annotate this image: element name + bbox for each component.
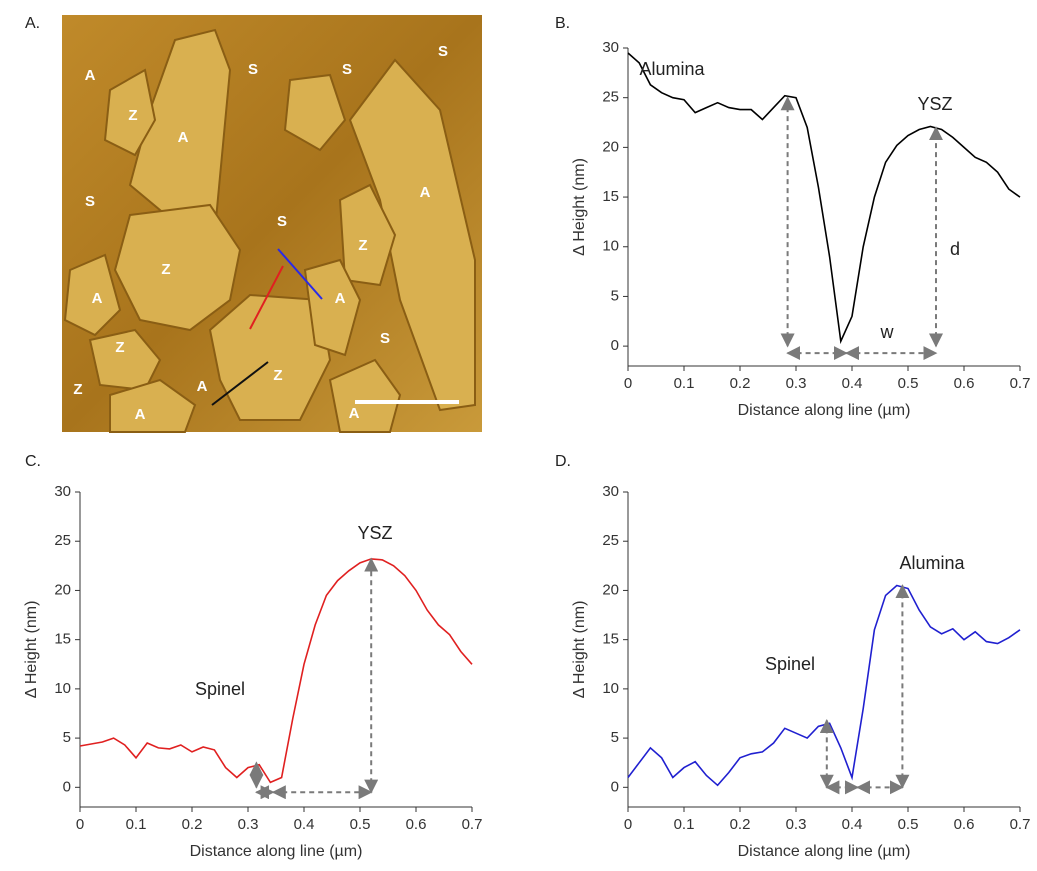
y-axis-label: Δ Height (nm) xyxy=(571,158,588,256)
y-tick-label: 20 xyxy=(54,581,71,598)
y-tick-label: 10 xyxy=(602,680,619,697)
grain-label: A xyxy=(92,290,103,307)
annotation: YSZ xyxy=(917,94,952,114)
grain-label: Z xyxy=(273,367,282,384)
y-tick-label: 25 xyxy=(54,532,71,549)
x-tick-label: 0.5 xyxy=(350,816,371,833)
annotation: Alumina xyxy=(899,553,965,573)
x-tick-label: 0.2 xyxy=(182,816,203,833)
y-tick-label: 0 xyxy=(611,337,619,354)
x-axis-label: Distance along line (µm) xyxy=(190,843,363,860)
line-chart: 0 5 10 15 20 25 30 0 0.1 0.2 0.3 0.4 0.5 0.6 0.7 Distan… xyxy=(571,39,1030,419)
x-tick-label: 0 xyxy=(76,816,84,833)
grain-label: Z xyxy=(115,339,124,356)
grain-label: A xyxy=(335,290,346,307)
grain-label: Z xyxy=(161,261,170,278)
y-tick-label: 0 xyxy=(63,778,71,795)
y-tick-label: 15 xyxy=(602,188,619,205)
y-tick-label: 5 xyxy=(611,729,619,746)
annotation: d xyxy=(950,239,960,259)
y-tick-label: 25 xyxy=(602,532,619,549)
y-tick-label: 5 xyxy=(611,287,619,304)
afm-image xyxy=(62,15,482,432)
figure: A. B. C. D. A Z A S S S S A S Z Z A A Z S A Z Z A A 0 5 10 15 20… xyxy=(0,0,1037,871)
y-axis-label: Δ Height (nm) xyxy=(571,601,588,699)
x-axis-label: Distance along line (µm) xyxy=(738,402,911,419)
x-tick-label: 0.7 xyxy=(1010,375,1031,392)
y-axis-label: Δ Height (nm) xyxy=(23,601,40,699)
x-tick-label: 0.1 xyxy=(674,375,695,392)
annotation: Alumina xyxy=(639,59,705,79)
y-tick-label: 10 xyxy=(54,680,71,697)
grain-label: A xyxy=(178,129,189,146)
x-tick-label: 0.5 xyxy=(898,816,919,833)
y-tick-label: 5 xyxy=(63,729,71,746)
x-tick-label: 0.6 xyxy=(954,816,975,833)
grain-label: Z xyxy=(73,381,82,398)
panel-label: C. xyxy=(25,453,41,470)
annotation: Spinel xyxy=(195,679,245,699)
x-tick-label: 0 xyxy=(624,375,632,392)
data-line xyxy=(628,586,1020,786)
annotation: w xyxy=(880,322,895,342)
data-line xyxy=(628,53,1020,341)
x-tick-label: 0.7 xyxy=(462,816,483,833)
grain-label: A xyxy=(135,406,146,423)
annotation: YSZ xyxy=(357,523,392,543)
y-tick-label: 20 xyxy=(602,138,619,155)
y-tick-label: 15 xyxy=(602,631,619,648)
x-tick-label: 0 xyxy=(624,816,632,833)
y-tick-label: 25 xyxy=(602,89,619,106)
grain-label: A xyxy=(349,405,360,422)
line-chart: 0 5 10 15 20 25 30 0 0.1 0.2 0.3 0.4 0.5 0.6 0.7 Distan… xyxy=(23,483,482,860)
grain-label: S xyxy=(248,61,258,78)
y-tick-label: 30 xyxy=(602,483,619,500)
x-tick-label: 0.3 xyxy=(786,375,807,392)
x-tick-label: 0.3 xyxy=(238,816,259,833)
panel-label: A. xyxy=(25,15,40,32)
x-tick-label: 0.6 xyxy=(954,375,975,392)
grain-label: S xyxy=(342,61,352,78)
y-tick-label: 0 xyxy=(611,778,619,795)
grain-label: A xyxy=(420,184,431,201)
x-tick-label: 0.4 xyxy=(842,816,863,833)
panel-label: D. xyxy=(555,453,571,470)
grain-label: S xyxy=(380,330,390,347)
grain-label: Z xyxy=(128,107,137,124)
x-tick-label: 0.2 xyxy=(730,816,751,833)
grain-label: A xyxy=(197,378,208,395)
grain-label: S xyxy=(277,213,287,230)
x-tick-label: 0.2 xyxy=(730,375,751,392)
line-chart: 0 5 10 15 20 25 30 0 0.1 0.2 0.3 0.4 0.5 0.6 0.7 Distan… xyxy=(571,483,1030,860)
x-tick-label: 0.7 xyxy=(1010,816,1031,833)
x-axis-label: Distance along line (µm) xyxy=(738,843,911,860)
y-tick-label: 20 xyxy=(602,581,619,598)
x-tick-label: 0.5 xyxy=(898,375,919,392)
x-tick-label: 0.3 xyxy=(786,816,807,833)
grain-label: S xyxy=(85,193,95,210)
panel-label: B. xyxy=(555,15,570,32)
annotation: Spinel xyxy=(765,654,815,674)
data-line xyxy=(80,559,472,783)
y-tick-label: 30 xyxy=(54,483,71,500)
x-tick-label: 0.4 xyxy=(842,375,863,392)
y-tick-label: 30 xyxy=(602,39,619,56)
x-tick-label: 0.1 xyxy=(674,816,695,833)
x-tick-label: 0.1 xyxy=(126,816,147,833)
x-tick-label: 0.6 xyxy=(406,816,427,833)
y-tick-label: 10 xyxy=(602,238,619,255)
y-tick-label: 15 xyxy=(54,631,71,648)
grain-label: S xyxy=(438,43,448,60)
grain-label: A xyxy=(85,67,96,84)
grain-label: Z xyxy=(358,237,367,254)
x-tick-label: 0.4 xyxy=(294,816,315,833)
